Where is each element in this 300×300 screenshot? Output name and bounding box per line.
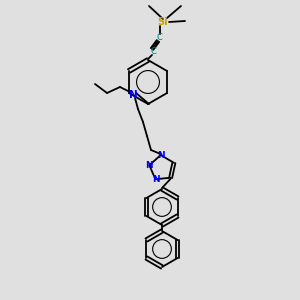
Text: C: C xyxy=(150,47,156,56)
Text: Si: Si xyxy=(158,17,168,27)
Text: N: N xyxy=(157,151,164,160)
Text: N: N xyxy=(129,90,137,100)
Text: N: N xyxy=(146,161,153,170)
Text: C: C xyxy=(156,34,162,43)
Text: N: N xyxy=(152,175,159,184)
